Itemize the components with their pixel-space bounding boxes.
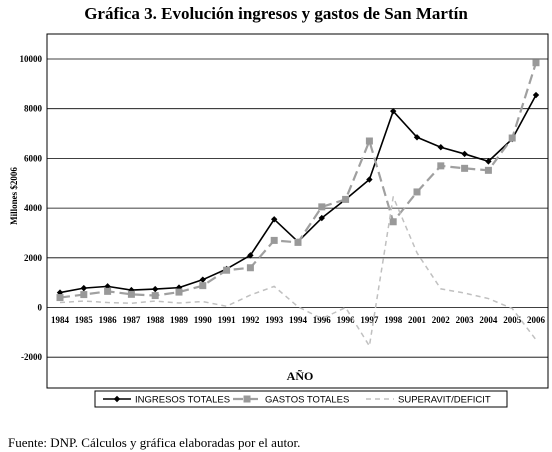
data-point-gastos-totales bbox=[413, 188, 421, 196]
data-point-gastos-totales bbox=[80, 291, 88, 299]
x-tick-labels: 1984 1985 1986 1987 1988 1989 1990 1991 1992 1993… bbox=[51, 315, 546, 325]
data-point-gastos-totales bbox=[56, 294, 64, 302]
data-point-gastos-totales bbox=[508, 134, 516, 142]
data-point-gastos-totales bbox=[389, 218, 397, 226]
data-point-ingresos-totales bbox=[80, 284, 87, 292]
data-point-gastos-totales bbox=[127, 290, 135, 298]
y-tick-label: 0 bbox=[38, 303, 43, 313]
data-point-ingresos-totales bbox=[437, 144, 444, 151]
y-tick-label: 10000 bbox=[20, 54, 43, 64]
x-axis-label: AÑO bbox=[287, 369, 314, 383]
x-tick-label: 2003 bbox=[456, 315, 475, 325]
data-point-gastos-totales bbox=[104, 287, 112, 295]
data-point-gastos-totales bbox=[199, 282, 207, 290]
data-point-gastos-totales bbox=[270, 236, 278, 244]
x-tick-label: 1988 bbox=[146, 315, 165, 325]
x-tick-label: 1996 bbox=[337, 315, 356, 325]
grid-lines bbox=[47, 58, 548, 358]
x-tick-label: 1993 bbox=[265, 315, 284, 325]
source-note: Fuente: DNP. Cálculos y gráfica elaborad… bbox=[8, 435, 300, 450]
x-tick-label: 2006 bbox=[527, 315, 546, 325]
legend-marker-ingresos-totales bbox=[113, 395, 121, 403]
data-point-ingresos-totales bbox=[199, 276, 206, 283]
x-tick-label: 1989 bbox=[170, 315, 189, 325]
x-tick-label: 1994 bbox=[289, 315, 308, 325]
x-tick-label: 2005 bbox=[503, 315, 522, 325]
data-point-gastos-totales bbox=[484, 166, 492, 174]
y-tick-label: 6000 bbox=[24, 153, 43, 163]
data-point-gastos-totales bbox=[365, 137, 373, 145]
x-tick-label: 1992 bbox=[241, 315, 260, 325]
x-tick-label: 1998 bbox=[384, 315, 403, 325]
data-point-ingresos-totales bbox=[247, 252, 254, 259]
data-point-gastos-totales bbox=[342, 195, 350, 203]
x-tick-label: 1986 bbox=[99, 315, 118, 325]
y-tick-label: 4000 bbox=[24, 203, 43, 213]
data-point-gastos-totales bbox=[151, 292, 159, 300]
x-tick-label: 1985 bbox=[75, 315, 94, 325]
legend-box bbox=[94, 390, 508, 408]
y-tick-label: 2000 bbox=[24, 253, 43, 263]
x-tick-label: 2004 bbox=[479, 315, 498, 325]
chart-title: Gráfica 3. Evolución ingresos y gastos d… bbox=[84, 4, 468, 23]
x-tick-label: 1996 bbox=[313, 315, 332, 325]
x-tick-label: 1991 bbox=[218, 315, 237, 325]
legend-marker-gastos-totales bbox=[243, 395, 251, 403]
data-point-gastos-totales bbox=[294, 238, 302, 246]
legend-label-gastos-totales: GASTOS TOTALES bbox=[265, 395, 349, 406]
series-group bbox=[56, 59, 540, 347]
data-point-gastos-totales bbox=[246, 264, 254, 272]
legend-label-superavit-deficit: SUPERAVIT/DEFICIT bbox=[398, 395, 491, 406]
data-point-gastos-totales bbox=[223, 266, 231, 274]
data-point-ingresos-totales bbox=[318, 214, 325, 222]
data-point-ingresos-totales bbox=[271, 216, 278, 223]
data-point-gastos-totales bbox=[532, 59, 540, 67]
data-point-ingresos-totales bbox=[461, 150, 468, 158]
x-tick-label: 1997 bbox=[360, 315, 379, 325]
legend-label-ingresos-totales: INGRESOS TOTALES bbox=[135, 395, 230, 406]
data-point-gastos-totales bbox=[437, 162, 445, 170]
data-point-ingresos-totales bbox=[175, 284, 183, 291]
y-tick-labels: -2000 0 2000 4000 6000 8000 10000 bbox=[20, 54, 43, 362]
data-point-ingresos-totales bbox=[532, 91, 540, 99]
x-tick-label: 2001 bbox=[408, 315, 427, 325]
x-tick-label: 1987 bbox=[122, 315, 141, 325]
legend: INGRESOS TOTALES GASTOS TOTALES SUPERAVIT/… bbox=[103, 395, 491, 406]
y-tick-label: 8000 bbox=[24, 104, 43, 114]
chart-border bbox=[46, 33, 549, 389]
data-point-ingresos-totales bbox=[485, 158, 492, 165]
data-point-ingresos-totales bbox=[390, 107, 397, 115]
data-point-ingresos-totales bbox=[366, 176, 373, 183]
y-tick-label: -2000 bbox=[21, 352, 42, 362]
data-point-gastos-totales bbox=[318, 203, 326, 211]
x-tick-label: 2002 bbox=[432, 315, 451, 325]
x-tick-label: 1990 bbox=[194, 315, 213, 325]
y-axis-label: Millones $2006 bbox=[9, 167, 19, 225]
x-tick-label: 1984 bbox=[51, 315, 70, 325]
data-point-ingresos-totales bbox=[152, 285, 159, 293]
data-point-ingresos-totales bbox=[413, 134, 421, 141]
data-point-gastos-totales bbox=[175, 288, 183, 296]
data-point-gastos-totales bbox=[461, 164, 469, 172]
